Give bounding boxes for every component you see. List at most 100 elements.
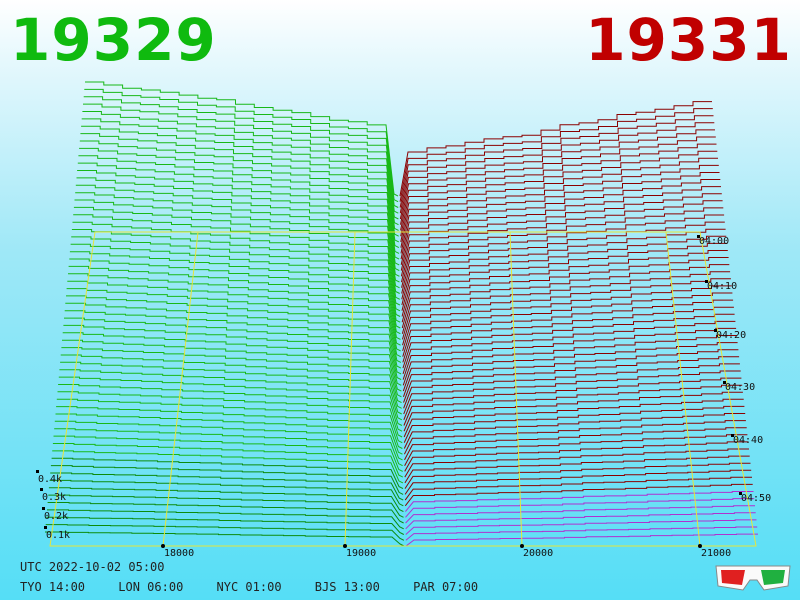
depth-tick-label: 0.3k — [42, 492, 66, 503]
x-tick-dot — [520, 544, 524, 548]
x-tick-label: 19000 — [346, 548, 376, 559]
ask-depth-line — [404, 427, 747, 461]
bid-depth-line — [61, 347, 402, 404]
depth-tick-dot — [36, 470, 39, 473]
ask-depth-line — [405, 519, 757, 535]
utc-time: UTC 2022-10-02 05:00 — [20, 560, 165, 574]
timezone-row: TYO 14:00 LON 06:00 NYC 01:00 BJS 13:00 … — [20, 580, 504, 594]
bid-depth-line — [52, 443, 404, 478]
tz-nyc: NYC 01:00 — [216, 580, 282, 594]
depth-tick-label: 0.1k — [46, 530, 70, 541]
ask-depth-line — [400, 193, 722, 271]
ask-depth-line — [403, 384, 743, 426]
bid-depth-line — [82, 111, 399, 220]
time-tick-dot — [731, 434, 734, 437]
bid-depth-line — [71, 229, 401, 312]
tz-par: PAR 07:00 — [413, 580, 479, 594]
time-tick-label: 04:50 — [741, 493, 771, 504]
depth-tick-label: 0.2k — [44, 511, 68, 522]
time-tick-label: 04:20 — [716, 330, 746, 341]
ask-depth-line — [402, 285, 732, 346]
ask-depth-line — [405, 533, 758, 547]
ask-depth-line — [404, 476, 752, 501]
ask-depth-line — [401, 271, 731, 334]
ask-depth-line — [405, 491, 754, 512]
ask-depth-line — [401, 221, 725, 294]
ask-depth-line — [403, 356, 740, 403]
bid-depth-line — [58, 376, 403, 426]
bid-depth-line — [64, 317, 402, 381]
bid-depth-line — [62, 339, 402, 398]
ask-depth-line — [403, 370, 741, 415]
bid-depth-line — [69, 251, 401, 329]
bid-price: 19329 — [10, 6, 217, 74]
time-tick-dot — [723, 381, 726, 384]
bid-depth-line — [64, 310, 402, 375]
time-tick-label: 04:30 — [725, 382, 755, 393]
ask-depth-line — [400, 150, 718, 237]
ask-depth-line — [405, 498, 755, 518]
ask-depth-line — [404, 455, 750, 484]
x-tick-dot — [161, 544, 165, 548]
bid-depth-line — [66, 295, 402, 363]
bid-depth-line — [73, 206, 400, 294]
time-tick-label: 04:10 — [707, 281, 737, 292]
ask-depth-line — [400, 157, 718, 243]
ask-depth-line — [403, 413, 746, 449]
ask-depth-line — [402, 292, 733, 352]
time-tick-label: 04:40 — [733, 435, 763, 446]
ask-depth-line — [404, 434, 748, 466]
ask-depth-line — [402, 313, 735, 369]
grid-line-0 — [162, 231, 199, 547]
ask-depth-line — [402, 306, 734, 363]
bid-depth-line — [51, 457, 404, 490]
time-tick-dot — [714, 329, 717, 332]
ask-depth-line — [400, 172, 720, 254]
bid-depth-line — [46, 516, 405, 535]
grid-frame — [49, 231, 757, 547]
depth-tick-dot — [42, 507, 45, 510]
bid-depth-line — [74, 199, 400, 289]
bid-depth-line — [77, 170, 400, 266]
time-tick-dot — [697, 235, 700, 238]
ask-depth-line — [404, 469, 752, 495]
bid-depth-line — [56, 398, 403, 444]
3d-glasses-icon[interactable] — [712, 560, 794, 594]
bid-depth-line — [54, 420, 403, 461]
ask-depth-line — [401, 264, 730, 329]
bid-depth-line — [52, 450, 404, 484]
ask-depth-line — [405, 505, 755, 524]
bid-depth-line — [57, 391, 403, 438]
bid-depth-line — [70, 243, 401, 323]
depth-tick-dot — [40, 488, 43, 491]
ask-depth-line — [403, 398, 744, 438]
bid-depth-line — [50, 465, 404, 495]
ask-depth-line — [403, 377, 742, 420]
bid-depth-line — [75, 184, 400, 277]
x-tick-dot — [343, 544, 347, 548]
bid-depth-line — [69, 258, 401, 335]
bid-depth-line — [84, 88, 399, 203]
ask-depth-line — [403, 391, 743, 432]
bid-depth-line — [78, 155, 400, 254]
bid-depth-line — [80, 133, 399, 237]
bid-depth-line — [71, 236, 401, 317]
ask-depth-line — [402, 335, 737, 386]
bid-depth-line — [83, 103, 399, 214]
ask-depth-line — [400, 186, 721, 266]
bid-depth-line — [49, 479, 404, 507]
bid-depth-line — [59, 369, 403, 421]
ask-depth-line — [405, 526, 758, 541]
ask-depth-line — [403, 420, 746, 455]
ask-depth-line — [402, 349, 739, 397]
ask-depth-line — [404, 441, 749, 472]
ask-depth-line — [402, 342, 738, 392]
ask-depth-line — [404, 462, 751, 489]
bid-depth-line — [48, 494, 404, 518]
tz-bjs: BJS 13:00 — [314, 580, 380, 594]
bid-depth-line — [58, 384, 403, 432]
time-tick-dot — [705, 280, 708, 283]
bid-depth-line — [48, 487, 404, 513]
ask-depth-line — [402, 320, 736, 375]
